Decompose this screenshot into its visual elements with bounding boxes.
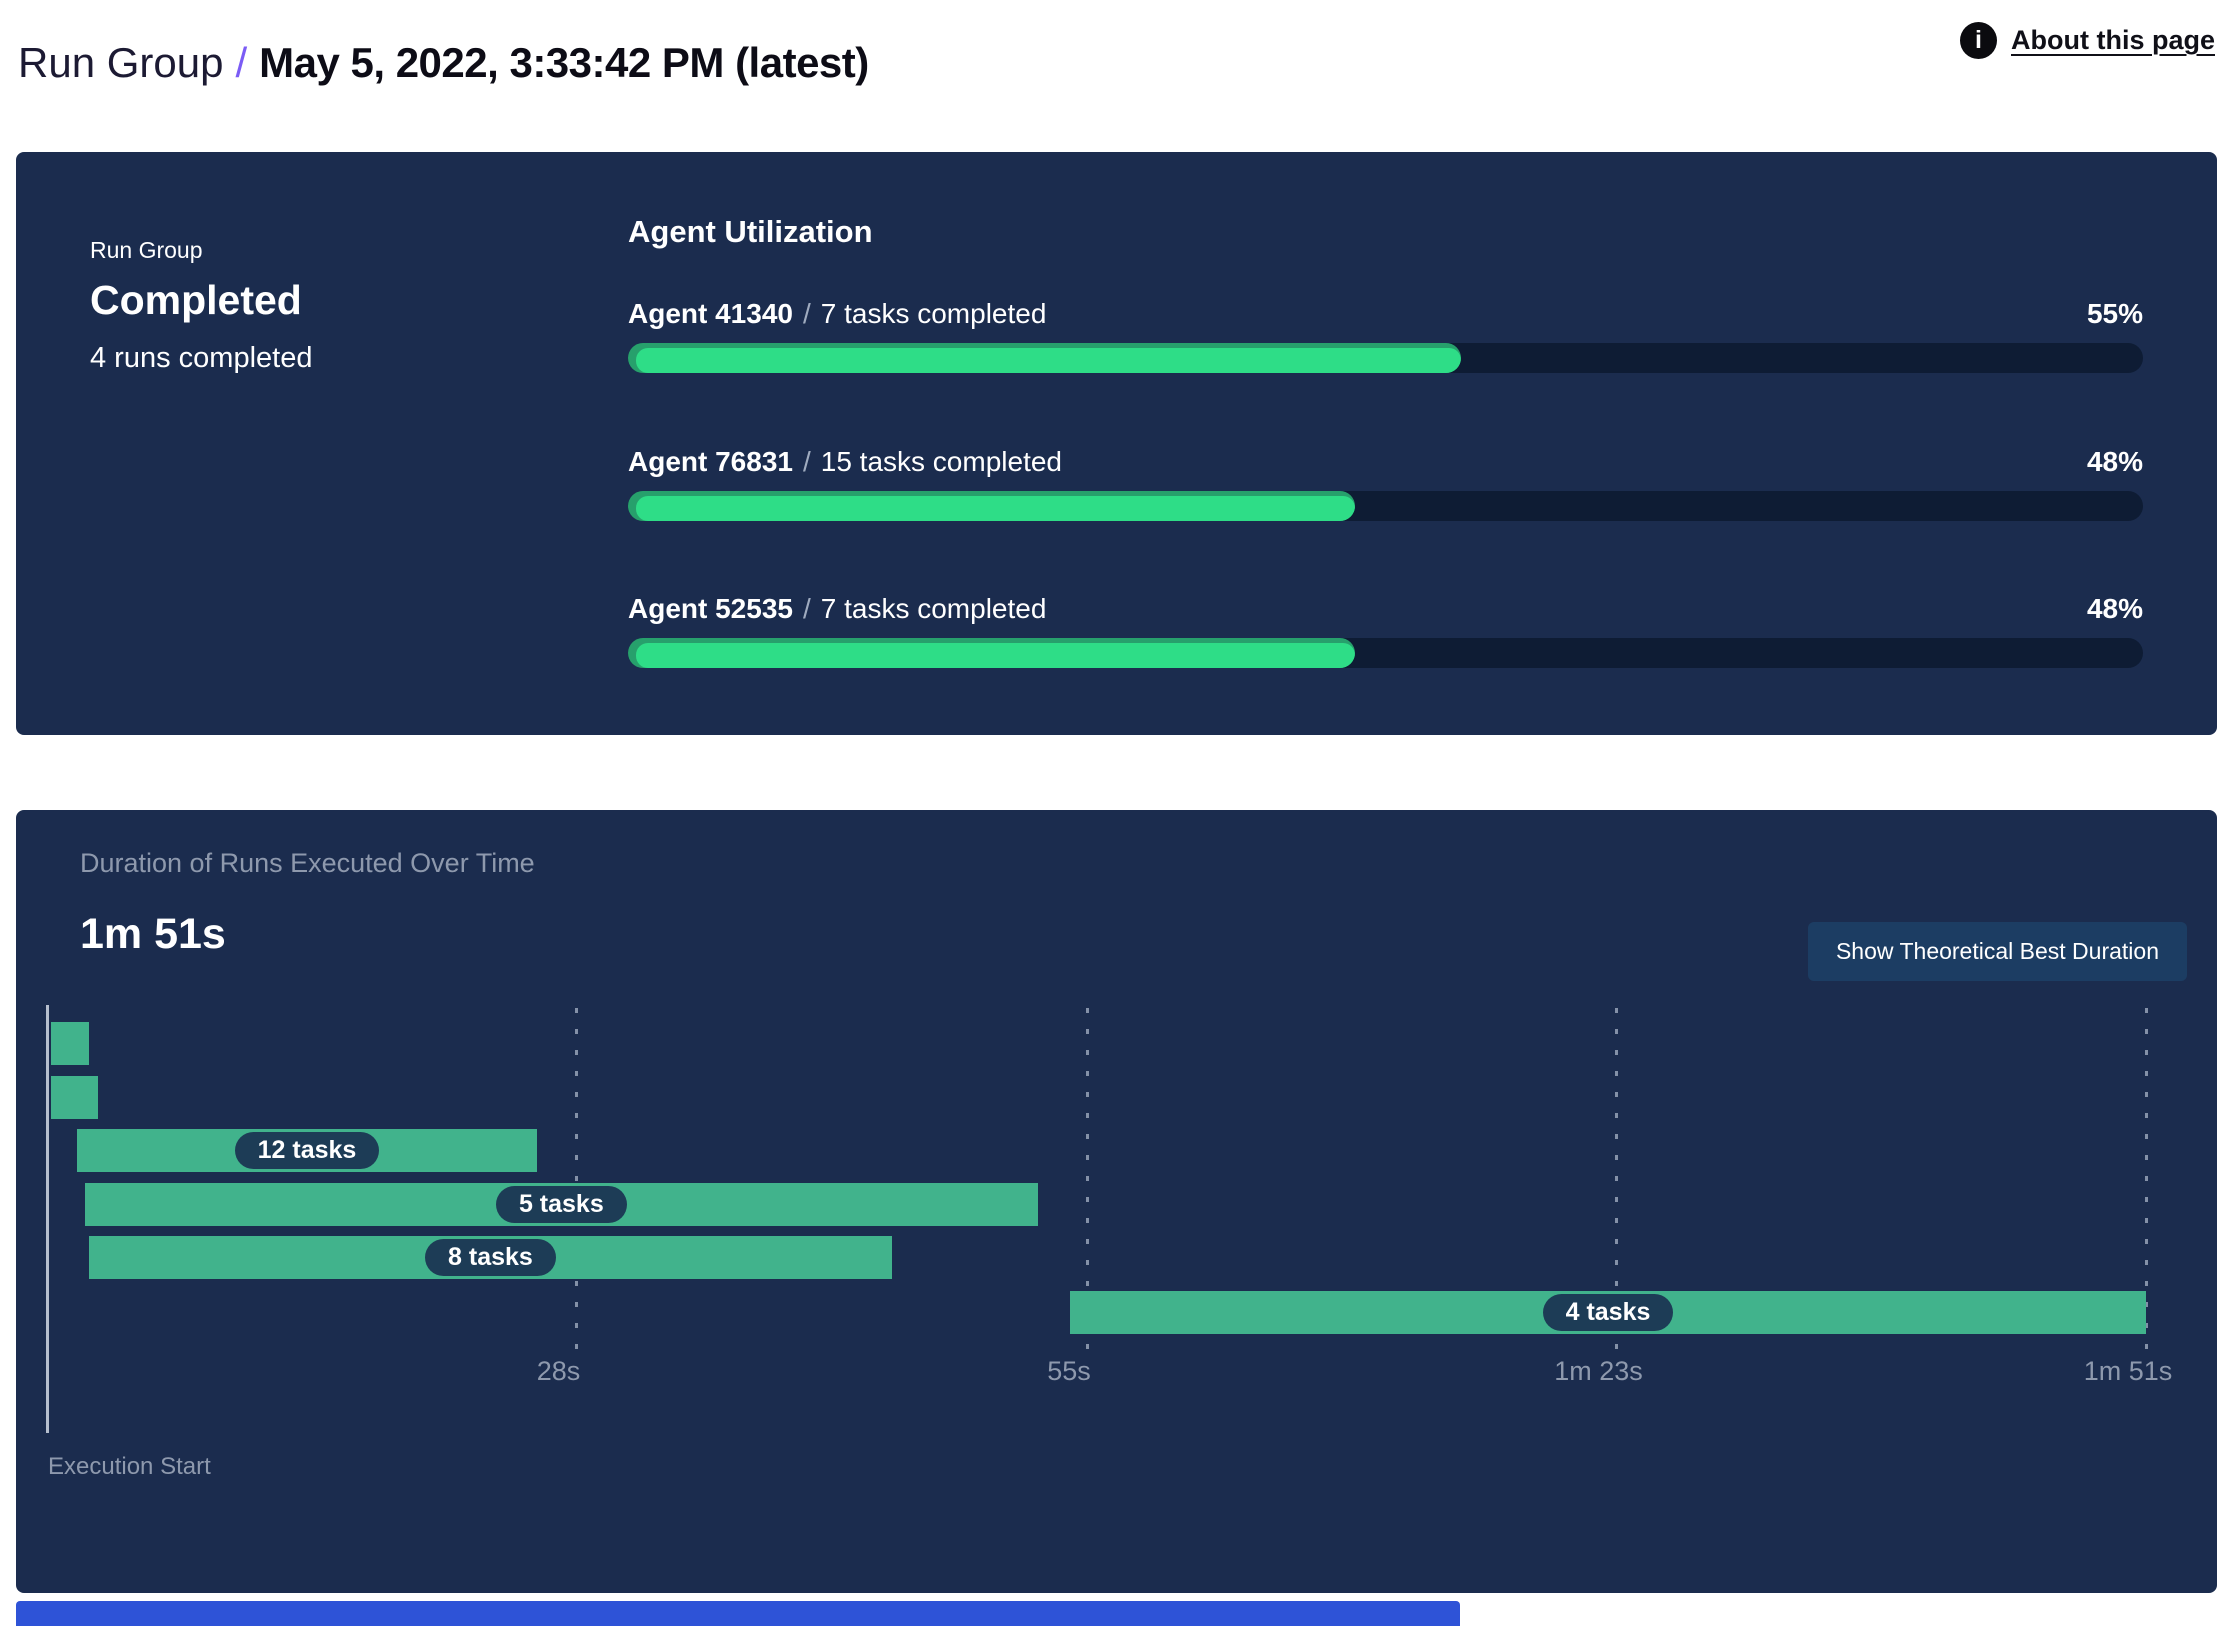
time-tick-label: 28s [536,1356,581,1386]
agent-tasks-completed: 7 tasks completed [820,298,1047,329]
time-tick-label: 1m 51s [2083,1356,2173,1386]
agent-row-label: Agent 76831 / 15 tasks completed [628,446,1062,478]
utilization-bar-track [628,638,2143,668]
utilization-bar-fill [628,638,1356,668]
agent-name: Agent 41340 [628,298,793,329]
label-separator: / [802,593,811,624]
label-separator: / [802,445,811,477]
about-link-label: About this page [2011,25,2215,55]
utilization-bar-fill [628,490,1356,521]
task-count-pill: 12 tasks [234,1132,380,1169]
agent-utilization-percent: 55% [2086,298,2143,329]
agent-utilization-row: Agent 52535 / 7 tasks completed 48% [628,593,2143,708]
execution-start-axis [46,1005,49,1433]
agent-utilization-row: Agent 76831 / 15 tasks completed 48% [628,446,2143,561]
next-section-partial [16,1601,1460,1626]
agent-name: Agent 52535 [628,593,793,624]
agent-utilization-percent: 48% [2086,593,2143,624]
agent-row-label: Agent 41340 / 7 tasks completed [628,298,1046,330]
gantt-chart: Execution Start 28s 55s 1m 23s 1m 51s 12 tas… [16,810,2217,1593]
utilization-bar-fill-highlight [636,643,1356,668]
info-icon [1960,22,1997,59]
page-title-date: May 5, 2022, 3:33:42 PM (latest) [259,39,869,87]
utilization-bar-fill-highlight [636,348,1462,373]
agent-utilization-row: Agent 41340 / 7 tasks completed 55% [628,298,2143,413]
breadcrumb-run-group[interactable]: Run Group [18,39,224,87]
utilization-bar-fill-highlight [636,495,1356,521]
agent-name: Agent 76831 [628,445,793,477]
run-group-summary-panel: Run Group Completed 4 runs completed Age… [16,152,2217,735]
run-bar[interactable]: 12 tasks [77,1129,537,1172]
agent-utilization-title: Agent Utilization [628,214,873,249]
page-title: Run Group / May 5, 2022, 3:33:42 PM (lates… [18,38,869,88]
status-value: Completed [90,277,302,323]
run-bar[interactable]: 5 tasks [84,1183,1038,1226]
execution-start-label: Execution Start [48,1453,211,1480]
agent-tasks-completed: 7 tasks completed [820,593,1047,624]
time-tick-label: 55s [1047,1356,1091,1386]
duration-panel: Duration of Runs Executed Over Time 1m 5… [16,810,2217,1593]
task-count-pill: 8 tasks [425,1239,556,1276]
task-count-pill: 5 tasks [495,1186,627,1223]
run-bar[interactable] [50,1022,89,1065]
status-summary: 4 runs completed [90,342,313,374]
agent-utilization-percent: 48% [2086,445,2143,477]
time-gridline [1615,1008,1619,1355]
run-bar[interactable]: 8 tasks [88,1236,893,1279]
agent-tasks-completed: 15 tasks completed [820,445,1062,477]
time-gridline [574,1008,578,1355]
utilization-bar-track [628,343,2143,373]
show-theoretical-best-duration-button[interactable]: Show Theoretical Best Duration [1807,922,2187,981]
about-this-page-link[interactable]: About this page [1960,22,2215,59]
utilization-bar-fill [628,343,1462,373]
breadcrumb-separator: / [235,39,248,87]
time-gridline [2144,1008,2148,1355]
status-card-label: Run Group [90,237,203,263]
time-tick-label: 1m 23s [1554,1356,1643,1386]
duration-chart-title: Duration of Runs Executed Over Time [80,848,535,878]
agent-row-label: Agent 52535 / 7 tasks completed [628,593,1046,625]
time-gridline [1085,1008,1089,1355]
label-separator: / [802,298,811,329]
run-bar[interactable] [50,1076,99,1119]
run-bar[interactable]: 4 tasks [1070,1291,2146,1334]
total-duration-value: 1m 51s [80,910,226,958]
task-count-pill: 4 tasks [1542,1294,1674,1331]
utilization-bar-track [628,490,2143,521]
